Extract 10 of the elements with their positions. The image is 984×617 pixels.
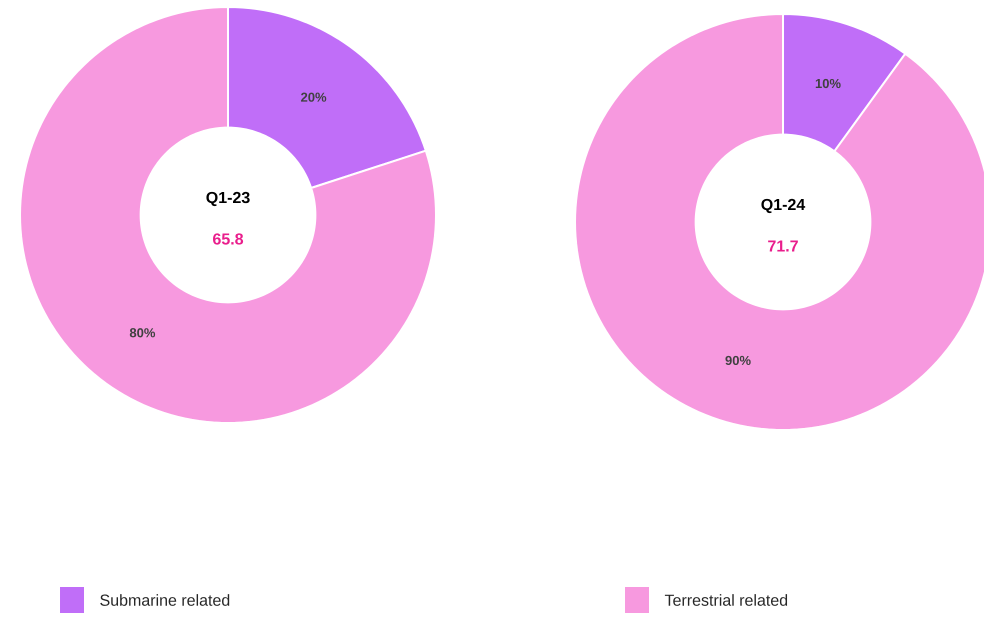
text: Q1-23 <box>206 192 250 206</box>
legend-label: Terrestrial related <box>664 594 788 606</box>
text: 71.7 <box>768 240 798 252</box>
text: 65.8 <box>213 233 244 245</box>
data-label: 20% <box>301 92 326 102</box>
data-label: 80% <box>130 328 156 338</box>
legend-label: Submarine related <box>100 594 230 606</box>
text: Q1-24 <box>761 198 806 214</box>
data-label: 90% <box>725 356 751 366</box>
data-label: 10% <box>816 78 841 88</box>
